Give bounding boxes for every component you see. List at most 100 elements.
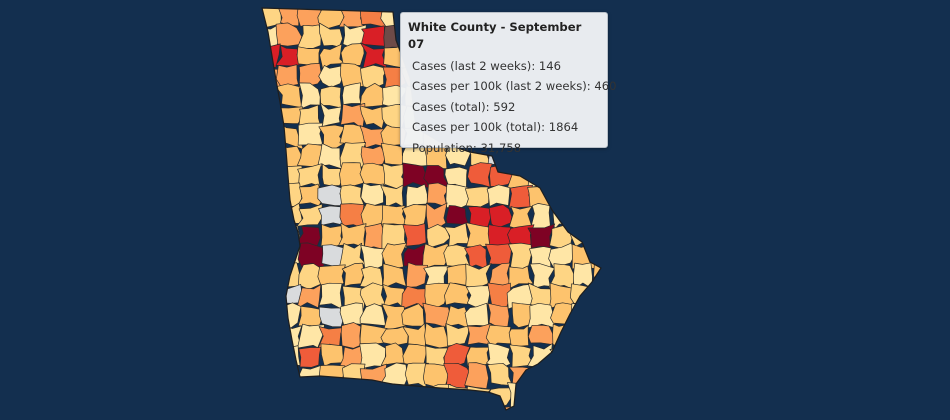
county[interactable] <box>551 162 576 185</box>
county[interactable] <box>296 284 322 309</box>
county[interactable] <box>317 383 346 405</box>
county[interactable] <box>591 244 617 267</box>
county[interactable] <box>425 202 448 230</box>
county[interactable] <box>464 186 490 208</box>
county[interactable] <box>591 282 618 310</box>
county[interactable] <box>257 283 283 308</box>
county[interactable] <box>591 163 616 189</box>
county[interactable] <box>342 82 362 105</box>
county[interactable] <box>447 383 470 409</box>
county[interactable] <box>507 406 533 420</box>
county[interactable] <box>406 262 428 288</box>
county[interactable] <box>320 343 345 367</box>
county[interactable] <box>259 86 278 105</box>
county[interactable] <box>445 323 470 347</box>
county[interactable] <box>360 383 386 410</box>
county[interactable] <box>508 242 533 270</box>
county[interactable] <box>256 348 283 368</box>
county[interactable] <box>297 163 323 188</box>
county[interactable] <box>486 342 511 370</box>
county[interactable] <box>590 403 618 420</box>
county[interactable] <box>275 22 303 47</box>
county[interactable] <box>573 364 596 390</box>
county[interactable] <box>548 183 574 208</box>
county[interactable] <box>318 65 345 88</box>
county[interactable] <box>360 42 388 69</box>
county[interactable] <box>464 362 489 389</box>
county[interactable] <box>319 85 342 109</box>
county[interactable] <box>464 402 490 420</box>
county[interactable] <box>255 302 282 327</box>
county[interactable] <box>426 224 451 249</box>
county[interactable] <box>318 282 343 310</box>
county[interactable] <box>298 63 323 90</box>
county[interactable] <box>359 105 386 129</box>
county[interactable] <box>318 364 346 387</box>
county[interactable] <box>467 162 493 188</box>
county[interactable] <box>298 403 322 420</box>
county[interactable] <box>255 405 283 420</box>
county[interactable] <box>255 142 282 170</box>
county[interactable] <box>339 383 364 409</box>
county[interactable] <box>569 186 595 209</box>
county[interactable] <box>296 24 322 50</box>
county[interactable] <box>318 306 345 328</box>
county[interactable] <box>257 122 282 150</box>
county[interactable] <box>322 163 345 186</box>
county[interactable] <box>527 343 555 368</box>
county[interactable] <box>361 25 388 47</box>
county[interactable] <box>362 402 388 420</box>
county[interactable] <box>592 324 614 350</box>
county[interactable] <box>256 385 281 409</box>
county[interactable] <box>319 102 342 127</box>
county[interactable] <box>299 383 324 407</box>
county[interactable] <box>296 203 323 227</box>
county[interactable] <box>548 402 574 420</box>
county[interactable] <box>360 64 388 90</box>
county[interactable] <box>595 223 618 246</box>
county[interactable] <box>257 167 282 186</box>
county[interactable] <box>275 384 300 410</box>
county[interactable] <box>422 402 447 420</box>
county[interactable] <box>255 183 283 209</box>
county[interactable] <box>424 282 451 309</box>
county[interactable] <box>574 403 598 420</box>
county[interactable] <box>259 323 282 350</box>
county[interactable] <box>485 243 513 265</box>
county[interactable] <box>296 226 321 249</box>
county[interactable] <box>592 382 619 409</box>
county[interactable] <box>465 263 492 289</box>
county[interactable] <box>527 404 555 420</box>
county[interactable] <box>593 342 617 368</box>
county[interactable] <box>548 367 573 387</box>
county[interactable] <box>380 184 404 208</box>
county[interactable] <box>255 203 283 226</box>
county[interactable] <box>593 262 619 290</box>
county[interactable] <box>256 362 282 389</box>
county[interactable] <box>277 363 301 390</box>
county[interactable] <box>527 385 554 408</box>
county[interactable] <box>527 324 555 346</box>
county[interactable] <box>338 405 367 420</box>
county[interactable] <box>256 104 282 130</box>
county[interactable] <box>444 282 472 306</box>
county[interactable] <box>571 385 594 410</box>
county[interactable] <box>275 247 302 265</box>
county[interactable] <box>486 184 511 207</box>
county[interactable] <box>275 83 303 108</box>
county[interactable] <box>340 43 365 66</box>
county[interactable] <box>298 347 322 368</box>
county[interactable] <box>592 206 618 226</box>
county[interactable] <box>318 403 344 420</box>
county[interactable] <box>255 226 278 250</box>
county[interactable] <box>569 207 597 228</box>
county[interactable] <box>591 365 619 390</box>
county[interactable] <box>548 242 577 270</box>
county[interactable] <box>401 405 430 420</box>
county[interactable] <box>277 405 304 420</box>
county[interactable] <box>380 402 406 420</box>
county[interactable] <box>381 303 407 330</box>
county[interactable] <box>340 322 362 349</box>
county[interactable] <box>569 342 597 364</box>
county[interactable] <box>255 242 283 269</box>
